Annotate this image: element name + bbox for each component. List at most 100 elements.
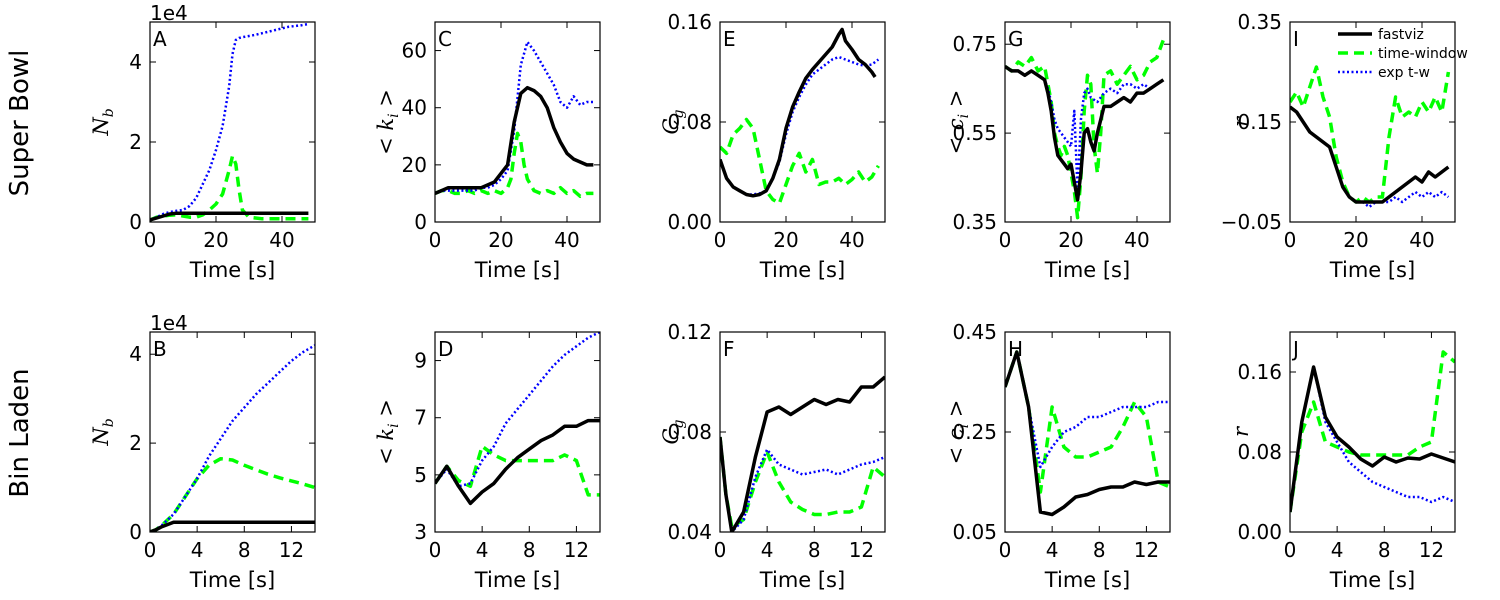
series-line-time-window bbox=[150, 456, 315, 532]
legend-label-time-window: time-window bbox=[1378, 46, 1468, 62]
series-line-fastviz bbox=[1290, 365, 1455, 513]
x-tick-label: 40 bbox=[1409, 228, 1434, 252]
y-tick-label: 40 bbox=[402, 96, 427, 120]
series-group bbox=[1290, 65, 1451, 209]
x-tick-label: 12 bbox=[849, 538, 874, 562]
x-tick-label: 12 bbox=[564, 538, 589, 562]
y-tick-label: 2 bbox=[129, 431, 142, 455]
series-line-exp-t-w bbox=[720, 436, 885, 532]
y-axis-label: Cg bbox=[659, 419, 687, 444]
series-group bbox=[1005, 39, 1166, 220]
y-tick-label: 0 bbox=[129, 520, 142, 544]
x-tick-label: 0 bbox=[1284, 538, 1297, 562]
y-tick-label: 0.35 bbox=[1237, 10, 1282, 34]
x-tick-label: 8 bbox=[238, 538, 251, 562]
series-line-exp-t-w bbox=[720, 55, 880, 196]
y-tick-label: 0.15 bbox=[1237, 110, 1282, 134]
x-tick-label: 40 bbox=[554, 228, 579, 252]
x-tick-label: 0 bbox=[429, 538, 442, 562]
x-tick-label: 0 bbox=[144, 538, 157, 562]
panel-letter: C bbox=[438, 27, 452, 51]
series-line-exp-t-w bbox=[1290, 365, 1455, 513]
y-tick-label: 5 bbox=[414, 463, 427, 487]
x-tick-label: 8 bbox=[523, 538, 536, 562]
y-tick-label: 0.16 bbox=[1237, 360, 1282, 384]
y-axis-label: Cg bbox=[659, 109, 687, 134]
x-tick-label: 40 bbox=[839, 228, 864, 252]
x-tick-label: 4 bbox=[761, 538, 774, 562]
series-line-fastviz bbox=[435, 85, 594, 196]
series-line-time-window bbox=[720, 117, 880, 206]
x-tick-label: 12 bbox=[279, 538, 304, 562]
series-group bbox=[720, 375, 885, 532]
series-line-fastviz bbox=[1005, 350, 1170, 517]
series-group bbox=[150, 22, 309, 222]
panel-letter: G bbox=[1008, 27, 1024, 51]
y-axis-label: r bbox=[1229, 115, 1253, 127]
y-tick-label: 0 bbox=[414, 210, 427, 234]
y-axis-label: Nb bbox=[89, 418, 117, 446]
y-tick-label: 0.75 bbox=[952, 32, 997, 56]
x-tick-label: 4 bbox=[191, 538, 204, 562]
panel-i: 0 20 40 −0.05 0.15 0.35 Time [s] r I fastviz time-… bbox=[1221, 10, 1468, 282]
y-axis-label: < ki > bbox=[374, 399, 402, 465]
y-axis-label: < ci > bbox=[944, 400, 972, 465]
x-axis-label: Time [s] bbox=[1044, 568, 1130, 592]
x-axis-label: Time [s] bbox=[759, 568, 845, 592]
panel-letter: H bbox=[1008, 337, 1023, 361]
legend-label-exp-t-w: exp t-w bbox=[1378, 65, 1430, 81]
x-tick-label: 8 bbox=[1378, 538, 1391, 562]
y-tick-label: 0.08 bbox=[667, 110, 712, 134]
panel-c: 0 20 40 0 20 40 60 Time [s] < ki > C bbox=[374, 21, 601, 282]
y-tick-label: 60 bbox=[402, 39, 427, 63]
series-line-exp-t-w bbox=[435, 40, 594, 195]
y-tick-label: 0.04 bbox=[667, 520, 712, 544]
x-axis-label: Time [s] bbox=[1044, 258, 1130, 282]
y-tick-label: 0.12 bbox=[667, 320, 712, 344]
plot-frame bbox=[1289, 331, 1456, 533]
x-tick-label: 40 bbox=[1124, 228, 1149, 252]
series-line-time-window bbox=[150, 154, 309, 222]
series-line-fastviz bbox=[720, 27, 877, 198]
series-line-fastviz bbox=[150, 520, 315, 532]
offset-label: 1e4 bbox=[150, 1, 188, 25]
x-tick-label: 20 bbox=[488, 228, 513, 252]
legend-label-fastviz: fastviz bbox=[1378, 27, 1424, 43]
series-line-fastviz bbox=[150, 211, 309, 222]
panel-e: 0 20 40 0.00 0.08 0.16 Time [s] Cg E bbox=[659, 10, 886, 282]
y-axis-label: < ci > bbox=[944, 90, 972, 155]
y-tick-label: 0.35 bbox=[952, 210, 997, 234]
x-tick-label: 0 bbox=[714, 538, 727, 562]
row-label-bin-laden: Bin Laden bbox=[5, 368, 35, 497]
offset-label: 1e4 bbox=[150, 311, 188, 335]
x-axis-label: Time [s] bbox=[1329, 568, 1415, 592]
plot-frame bbox=[1004, 21, 1171, 223]
series-group bbox=[150, 344, 315, 532]
y-tick-label: 20 bbox=[402, 153, 427, 177]
y-tick-label: 7 bbox=[414, 406, 427, 430]
series-line-exp-t-w bbox=[1290, 106, 1450, 209]
y-tick-label: 3 bbox=[414, 520, 427, 544]
series-line-time-window bbox=[1290, 350, 1455, 513]
x-tick-label: 4 bbox=[1046, 538, 1059, 562]
x-axis-label: Time [s] bbox=[1329, 258, 1415, 282]
y-tick-label: 0.45 bbox=[952, 320, 997, 344]
panel-h: 0 4 8 12 0.05 0.25 0.45 Time [s] < ci > H bbox=[944, 320, 1171, 592]
y-tick-label: 9 bbox=[414, 349, 427, 373]
row-label-super-bowl: Super Bowl bbox=[5, 50, 35, 197]
panel-letter: I bbox=[1293, 27, 1299, 51]
panel-letter: B bbox=[153, 337, 167, 361]
y-tick-label: −0.05 bbox=[1221, 210, 1282, 234]
series-line-time-window bbox=[1005, 39, 1166, 220]
panel-letter: J bbox=[1291, 337, 1299, 361]
series-line-exp-t-w bbox=[435, 332, 600, 488]
series-group bbox=[1005, 350, 1170, 517]
x-tick-label: 0 bbox=[1284, 228, 1297, 252]
x-tick-label: 12 bbox=[1419, 538, 1444, 562]
panel-letter: A bbox=[153, 27, 167, 51]
x-axis-label: Time [s] bbox=[474, 258, 560, 282]
y-axis-label: < ki > bbox=[374, 89, 402, 155]
